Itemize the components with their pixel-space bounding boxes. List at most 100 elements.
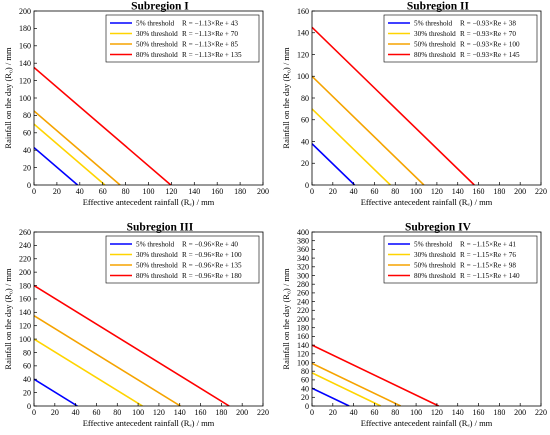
x-tick-label: 80 — [113, 408, 121, 417]
legend-equation: R = −0.96×Re + 135 — [182, 262, 242, 270]
plot-frame — [33, 231, 264, 407]
series-line-4 — [34, 284, 230, 406]
x-tick-label: 220 — [257, 408, 269, 417]
x-tick-label: 40 — [72, 408, 80, 417]
x-axis-label: Effective antecedent rainfall (Rₑ) / mm — [361, 197, 493, 207]
y-tick-label: 140 — [19, 59, 31, 68]
legend-equation: R = −1.13×Re + 43 — [182, 20, 238, 28]
y-tick-label: 0 — [27, 402, 31, 411]
y-tick-label: 340 — [297, 254, 309, 263]
x-tick-label: 120 — [153, 408, 165, 417]
legend-entry: 50% threshold — [414, 262, 456, 270]
legend-equation: R = −0.96×Re + 100 — [182, 251, 242, 259]
legend-entry: 30% threshold — [136, 251, 178, 259]
y-tick-label: 80 — [301, 94, 309, 103]
y-tick-label: 300 — [297, 271, 309, 280]
x-tick-label: 0 — [310, 187, 314, 196]
y-tick-label: 80 — [301, 367, 309, 376]
y-tick-label: 240 — [297, 297, 309, 306]
y-tick-label: 40 — [23, 375, 31, 384]
y-tick-label: 100 — [297, 72, 309, 81]
chart-panel-1: 0 20 40 60 80 100 120 140 160 180 200 0 20 40 60 80 100 1… — [3, 1, 269, 208]
x-tick-label: 120 — [431, 187, 443, 196]
x-tick-label: 120 — [431, 408, 443, 417]
y-tick-label: 160 — [19, 42, 31, 51]
x-tick-label: 160 — [195, 408, 207, 417]
x-tick-label: 180 — [493, 408, 505, 417]
series-line-3 — [34, 315, 181, 406]
series-line-1 — [312, 143, 356, 185]
series-line-4 — [312, 26, 475, 185]
y-tick-label: 200 — [297, 315, 309, 324]
legend-entry: 5% threshold — [414, 20, 453, 28]
series-line-2 — [34, 338, 143, 406]
legend: 5% threshold R = −0.93×Re + 38 30% thresho… — [383, 14, 538, 63]
legend-equation: R = −1.13×Re + 135 — [182, 51, 242, 59]
x-tick-label: 20 — [329, 187, 337, 196]
y-tick-label: 20 — [301, 393, 309, 402]
y-tick-label: 380 — [297, 237, 309, 246]
x-tick-label: 120 — [165, 187, 177, 196]
chart-title: Subregion I — [131, 1, 189, 13]
x-tick-label: 0 — [310, 408, 314, 417]
legend-equation: R = −1.15×Re + 41 — [460, 241, 516, 249]
x-tick-label: 140 — [174, 408, 186, 417]
legend-equation: R = −1.15×Re + 76 — [460, 251, 516, 259]
x-tick-label: 160 — [211, 187, 223, 196]
x-axis-label: Effective antecedent rainfall (Rₑ) / mm — [361, 418, 493, 428]
y-tick-label: 60 — [23, 362, 31, 371]
x-tick-label: 80 — [122, 187, 130, 196]
x-tick-label: 20 — [53, 187, 61, 196]
chart-panel-3: 0 20 40 60 80 100 120 140 160 180 200 220 0 20 40 60 80 1… — [3, 222, 269, 429]
x-tick-label: 80 — [391, 187, 399, 196]
x-tick-label: 160 — [473, 408, 485, 417]
legend-equation: R = −1.13×Re + 85 — [182, 41, 238, 49]
x-tick-label: 180 — [215, 408, 227, 417]
x-tick-label: 180 — [493, 187, 505, 196]
y-tick-label: 360 — [297, 245, 309, 254]
x-tick-label: 40 — [350, 408, 358, 417]
x-tick-label: 140 — [452, 408, 464, 417]
chart-title: Subregion II — [407, 1, 470, 13]
x-tick-label: 80 — [391, 408, 399, 417]
y-tick-label: 180 — [19, 24, 31, 33]
series-line-3 — [312, 362, 402, 406]
series-line-4 — [34, 66, 172, 185]
legend-equation: R = −0.96×Re + 180 — [182, 272, 242, 280]
x-tick-label: 60 — [370, 408, 378, 417]
y-tick-label: 40 — [23, 146, 31, 155]
series-line-3 — [34, 110, 121, 185]
y-tick-label: 20 — [301, 159, 309, 168]
x-tick-label: 0 — [32, 408, 36, 417]
legend: 5% threshold R = −1.15×Re + 41 30% thresho… — [383, 235, 538, 284]
x-tick-label: 100 — [410, 408, 422, 417]
y-tick-label: 320 — [297, 263, 309, 272]
series-line-1 — [34, 146, 79, 185]
legend-equation: R = −0.93×Re + 38 — [460, 20, 516, 28]
y-tick-label: 140 — [297, 29, 309, 38]
x-tick-label: 180 — [234, 187, 246, 196]
y-tick-label: 40 — [301, 384, 309, 393]
legend-entry: 80% threshold — [414, 272, 456, 280]
x-tick-label: 200 — [257, 187, 269, 196]
series-line-2 — [312, 108, 391, 185]
y-tick-label: 260 — [19, 228, 31, 237]
series-line-2 — [34, 123, 106, 185]
series-line-1 — [34, 378, 78, 406]
series-line-2 — [312, 372, 382, 406]
x-tick-label: 60 — [99, 187, 107, 196]
y-tick-label: 140 — [297, 341, 309, 350]
x-tick-label: 20 — [51, 408, 59, 417]
y-tick-label: 20 — [23, 163, 31, 172]
y-tick-label: 180 — [19, 281, 31, 290]
y-tick-label: 400 — [297, 228, 309, 237]
x-axis-label: Effective antecedent rainfall (Rₑ) / mm — [83, 418, 215, 428]
series-line-1 — [312, 387, 350, 406]
y-axis-label: Rainfall on the day (R₀) / mm — [281, 268, 291, 370]
y-tick-label: 120 — [297, 50, 309, 59]
y-tick-label: 160 — [297, 332, 309, 341]
x-tick-label: 200 — [236, 408, 248, 417]
x-tick-label: 100 — [132, 408, 144, 417]
y-tick-label: 260 — [297, 289, 309, 298]
legend-entry: 50% threshold — [136, 262, 178, 270]
